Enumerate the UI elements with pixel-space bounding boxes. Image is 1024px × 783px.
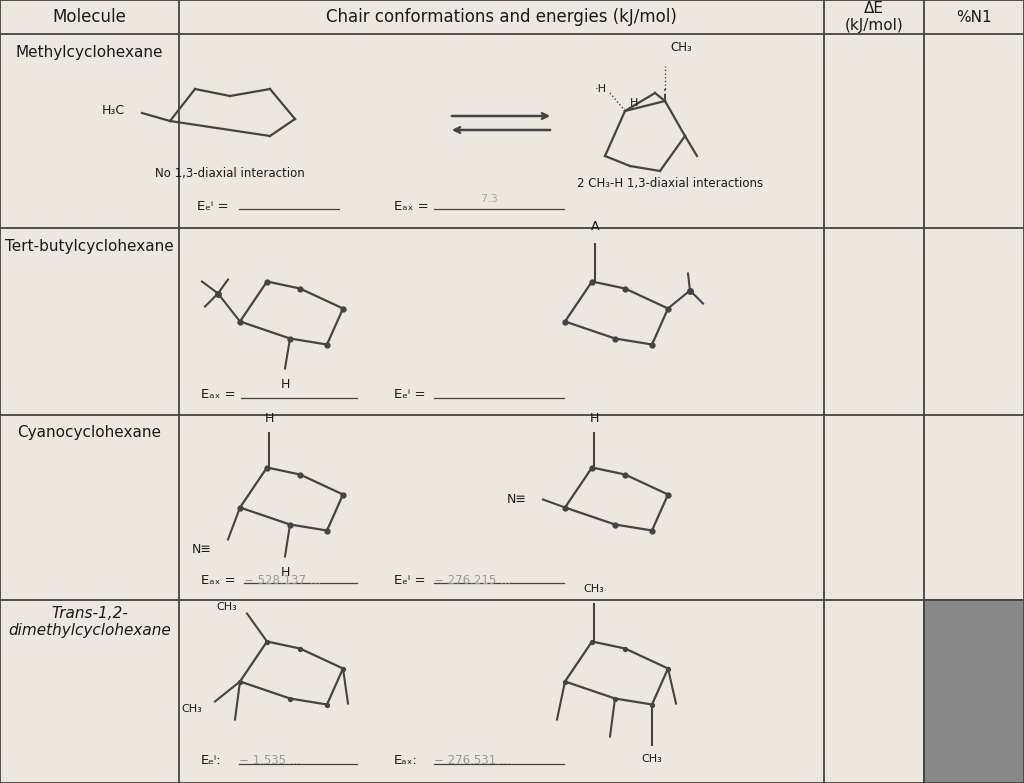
Text: ΔE
(kJ/mol): ΔE (kJ/mol) <box>845 1 903 33</box>
Text: Trans-1,2-
dimethylcyclohexane: Trans-1,2- dimethylcyclohexane <box>8 606 171 638</box>
Text: A: A <box>591 221 599 233</box>
Text: ·H: ·H <box>595 84 607 94</box>
Text: 2 CH₃-H 1,3-diaxial interactions: 2 CH₃-H 1,3-diaxial interactions <box>577 176 763 189</box>
Text: 7.3: 7.3 <box>480 194 498 204</box>
Text: H: H <box>264 412 273 424</box>
Text: − 276.215 ...: − 276.215 ... <box>434 573 511 586</box>
Text: − 1.535 ...: − 1.535 ... <box>239 755 301 767</box>
Text: Eₐₓ:: Eₐₓ: <box>394 755 418 767</box>
Bar <box>924 600 1024 783</box>
Text: H: H <box>281 566 290 579</box>
Text: Tert-butylcyclohexane: Tert-butylcyclohexane <box>5 239 174 254</box>
Text: − 276.531 ...: − 276.531 ... <box>434 755 511 767</box>
Text: H₃C: H₃C <box>101 104 125 117</box>
Text: Eₑⁱ:: Eₑⁱ: <box>201 755 221 767</box>
Text: CH₃: CH₃ <box>216 601 237 612</box>
Text: H: H <box>281 378 290 392</box>
Text: No 1,3-diaxial interaction: No 1,3-diaxial interaction <box>155 167 305 179</box>
Text: Eₑⁱ =: Eₑⁱ = <box>197 200 228 212</box>
Text: CH₃: CH₃ <box>584 583 604 594</box>
Text: Eₐₓ =: Eₐₓ = <box>201 388 236 402</box>
Text: − 528.137 ...: − 528.137 ... <box>244 573 321 586</box>
Text: CH₃: CH₃ <box>642 755 663 764</box>
Text: N≡: N≡ <box>193 543 212 556</box>
Text: N≡: N≡ <box>507 493 527 506</box>
Text: Methylcyclohexane: Methylcyclohexane <box>15 45 163 60</box>
Text: CH₃: CH₃ <box>670 41 692 54</box>
Text: Eₐₓ =: Eₐₓ = <box>394 200 429 212</box>
Text: Cyanocyclohexane: Cyanocyclohexane <box>17 425 162 441</box>
Text: CH₃: CH₃ <box>181 705 202 715</box>
Text: H: H <box>630 98 638 108</box>
Text: H: H <box>590 412 599 424</box>
Text: Eₐₓ =: Eₐₓ = <box>201 573 236 586</box>
Text: Eₑⁱ =: Eₑⁱ = <box>394 573 426 586</box>
Text: %N1: %N1 <box>956 9 992 24</box>
Text: Chair conformations and energies (kJ/mol): Chair conformations and energies (kJ/mol… <box>326 8 677 26</box>
Text: Molecule: Molecule <box>52 8 126 26</box>
Text: Eₑⁱ =: Eₑⁱ = <box>394 388 426 402</box>
